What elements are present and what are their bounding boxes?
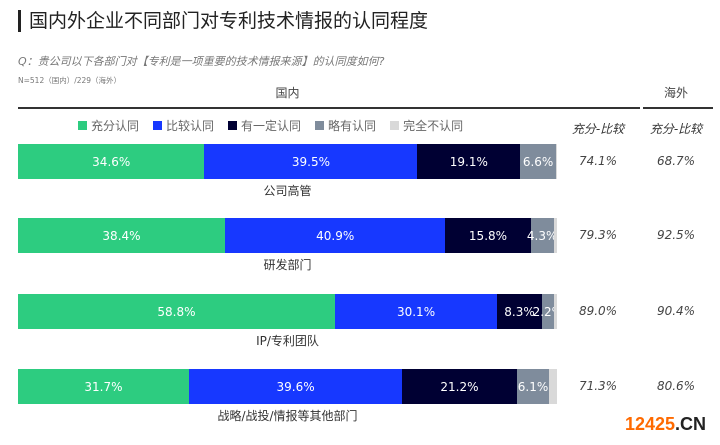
legend-swatch	[228, 121, 238, 130]
legend-swatch	[315, 121, 325, 130]
category-label: 研发部门	[263, 258, 312, 272]
legend-label: 充分认同	[91, 119, 140, 133]
bar-segment: 19.1%	[417, 144, 521, 179]
legend-label: 完全不认同	[403, 119, 464, 133]
overseas-col-header: 充分-比较	[649, 122, 703, 136]
legend-label: 略有认同	[328, 119, 377, 133]
legend-item: 充分认同	[78, 117, 139, 134]
bar-segment: 6.6%	[520, 144, 556, 179]
overseas-rule	[643, 107, 713, 109]
overseas-header: 海外	[663, 86, 688, 100]
domestic-top2-value: 79.3%	[578, 228, 618, 242]
domestic-top2-value: 74.1%	[578, 154, 618, 168]
overseas-top2-value: 68.7%	[656, 154, 696, 168]
bar-segment: 31.7%	[18, 369, 189, 404]
category-label: 公司高管	[263, 184, 312, 198]
bar-segment	[553, 294, 557, 329]
bar-row: 34.6% 39.5% 19.1% 6.6%	[18, 144, 557, 179]
legend-swatch	[78, 121, 87, 130]
legend-label: 比较认同	[166, 119, 215, 133]
legend-label: 有一定认同	[241, 119, 302, 133]
legend: 充分认同 比较认同 有一定认同 略有认同 完全不认同	[78, 117, 463, 134]
bar-segment: 21.2%	[402, 369, 517, 404]
legend-item: 比较认同	[153, 117, 214, 134]
bar-segment: 6.1%	[516, 369, 550, 404]
domestic-top2-value: 89.0%	[578, 304, 618, 318]
bar-segment: 39.6%	[188, 369, 403, 404]
watermark-logo: 12425.CN	[624, 414, 706, 434]
category-label: 战略/战投/情报等其他部门	[217, 409, 358, 423]
legend-item: 完全不认同	[390, 117, 463, 134]
bar-segment: 58.8%	[18, 294, 335, 329]
overseas-top2-value: 90.4%	[656, 304, 696, 318]
bar-segment	[553, 218, 557, 253]
legend-item: 有一定认同	[228, 117, 301, 134]
bar-row: 58.8% 30.1% 8.3% 2.2%	[18, 294, 563, 329]
bar-segment: 15.8%	[445, 218, 531, 253]
page-title: 国内外企业不同部门对专利技术情报的认同程度	[18, 10, 428, 32]
bar-segment: 4.3%	[527, 218, 557, 253]
overseas-top2-value: 80.6%	[656, 379, 696, 393]
sample-size: N=512（国内）/229（海外）	[18, 76, 122, 85]
domestic-top2-value: 71.3%	[578, 379, 618, 393]
domestic-header: 国内	[275, 86, 300, 100]
legend-swatch	[390, 121, 400, 130]
bar-row: 38.4% 40.9% 15.8% 4.3%	[18, 218, 557, 253]
survey-question: Q：贵公司以下各部门对【专利是一项重要的技术情报来源】的认同度如何?	[18, 55, 385, 68]
legend-swatch	[153, 121, 163, 130]
bar-segment: 34.6%	[18, 144, 205, 179]
legend-item: 略有认同	[315, 117, 376, 134]
bar-segment: 40.9%	[224, 218, 446, 253]
domestic-col-header: 充分-比较	[571, 122, 625, 136]
domestic-rule	[18, 107, 640, 109]
bar-segment: 2.2%	[533, 294, 563, 329]
category-label: IP/专利团队	[256, 334, 319, 348]
bar-segment: 8.3%	[497, 294, 542, 329]
bar-segment	[549, 369, 557, 404]
bar-row: 31.7% 39.6% 21.2% 6.1%	[18, 369, 557, 404]
overseas-top2-value: 92.5%	[656, 228, 696, 242]
bar-segment: 38.4%	[18, 218, 225, 253]
bar-segment: 30.1%	[334, 294, 498, 329]
bar-segment: 39.5%	[204, 144, 418, 179]
bar-segment	[555, 144, 557, 179]
